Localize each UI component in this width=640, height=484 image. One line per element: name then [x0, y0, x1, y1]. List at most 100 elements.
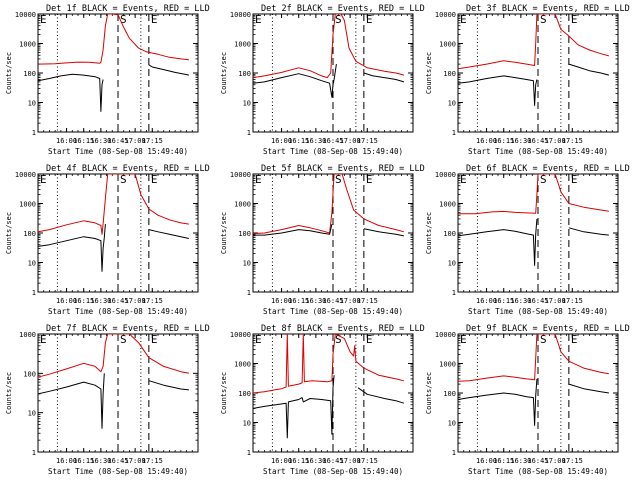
x-tick-label: 16:45 — [107, 137, 128, 145]
y-tick-label: 10 — [448, 260, 456, 268]
x-tick-label: 17:15 — [142, 137, 163, 145]
marker-label: E — [571, 173, 578, 186]
series-group — [458, 334, 609, 426]
y-axis-label: Counts/sec — [220, 52, 228, 94]
x-tick-label: 17:15 — [562, 137, 583, 145]
series-events-line — [568, 63, 610, 76]
x-tick-label: 16:15 — [493, 457, 514, 465]
marker-label: E — [40, 13, 47, 26]
series-events-line — [363, 72, 405, 83]
panel-title: Det 3f BLACK = Events, RED = LLD — [466, 4, 630, 14]
series-lld-line — [458, 174, 609, 215]
y-tick-label: 10000 — [435, 171, 456, 179]
series-lld-line — [253, 174, 405, 235]
panel-title: Det 1f BLACK = Events, RED = LLD — [46, 4, 210, 14]
x-tick-label: 16:30 — [305, 297, 326, 305]
panel-title: Det 6f BLACK = Events, RED = LLD — [466, 164, 630, 174]
marker-label: E — [571, 333, 578, 346]
marker-label: E — [151, 13, 158, 26]
x-tick-label: 17:15 — [357, 137, 378, 145]
x-tick-label: 16:30 — [510, 137, 531, 145]
series-group — [38, 174, 190, 272]
x-tick-label: 16:15 — [493, 137, 514, 145]
y-tick-label: 100 — [238, 390, 251, 398]
y-tick-label: 10 — [448, 420, 456, 428]
x-tick-label: 17:15 — [562, 457, 583, 465]
x-tick-label: 16:30 — [305, 457, 326, 465]
x-axis-label: Start Time (08-Sep-08 15:49:40) — [468, 467, 608, 476]
x-tick-label: 17:00 — [340, 457, 361, 465]
panel-title: Det 7f BLACK = Events, RED = LLD — [46, 324, 210, 334]
y-tick-label: 1 — [32, 449, 36, 457]
series-events-line — [253, 223, 333, 236]
marker-label: E — [571, 13, 578, 26]
marker-label: E — [460, 13, 467, 26]
x-tick-label: 16:30 — [90, 137, 111, 145]
y-tick-label: 100 — [238, 70, 251, 78]
series-group — [253, 174, 405, 237]
series-events-line — [458, 218, 538, 266]
y-tick-label: 1000 — [234, 361, 251, 369]
y-tick-label: 10 — [28, 410, 36, 418]
y-tick-label: 1000 — [19, 201, 36, 209]
x-tick-label: 16:30 — [510, 297, 531, 305]
y-tick-label: 1000 — [439, 201, 456, 209]
marker-label: S — [120, 13, 127, 26]
y-tick-label: 10 — [243, 420, 251, 428]
panel-det-3: Det 3f BLACK = Events, RED = LLD Counts/s… — [425, 4, 630, 156]
marker-label: E — [151, 173, 158, 186]
x-tick-label: 16:15 — [493, 297, 514, 305]
panel-det-7: Det 7f BLACK = Events, RED = LLD Counts/s… — [5, 324, 210, 476]
x-tick-label: 17:00 — [125, 137, 146, 145]
panel-title: Det 2f BLACK = Events, RED = LLD — [261, 4, 425, 14]
series-events-line — [568, 227, 609, 236]
marker-label: E — [460, 173, 467, 186]
y-tick-label: 100 — [23, 70, 36, 78]
x-tick-label: 17:00 — [125, 297, 146, 305]
series-events-line — [148, 229, 190, 239]
y-tick-label: 100 — [23, 370, 36, 378]
series-events-line — [38, 373, 105, 429]
marker-label: E — [40, 173, 47, 186]
series-group — [253, 334, 405, 439]
marker-label: E — [151, 333, 158, 346]
y-tick-label: 1 — [32, 129, 36, 137]
panel-title: Det 4f BLACK = Events, RED = LLD — [46, 164, 210, 174]
marker-label: S — [540, 333, 547, 346]
series-events-line — [38, 224, 106, 272]
panel-det-8: Det 8f BLACK = Events, RED = LLD Counts/s… — [220, 324, 425, 476]
y-tick-label: 1000 — [439, 41, 456, 49]
x-tick-label: 16:00 — [56, 137, 77, 145]
y-axis-label: Counts/sec — [425, 52, 433, 94]
panel-det-6: Det 6f BLACK = Events, RED = LLD Counts/s… — [425, 164, 630, 316]
series-group — [253, 14, 405, 98]
y-tick-label: 10000 — [230, 171, 251, 179]
x-tick-label: 16:00 — [476, 137, 497, 145]
x-tick-label: 17:15 — [562, 297, 583, 305]
x-tick-label: 16:00 — [56, 457, 77, 465]
y-tick-label: 10000 — [230, 11, 251, 19]
y-tick-label: 1000 — [19, 41, 36, 49]
x-tick-label: 16:45 — [322, 137, 343, 145]
series-lld-line — [38, 14, 189, 65]
x-tick-label: 17:15 — [142, 457, 163, 465]
x-tick-label: 16:15 — [288, 137, 309, 145]
x-tick-label: 16:45 — [527, 457, 548, 465]
panel-title: Det 9f BLACK = Events, RED = LLD — [466, 324, 630, 334]
x-axis-label: Start Time (08-Sep-08 15:49:40) — [468, 147, 608, 156]
y-axis-label: Counts/sec — [220, 372, 228, 414]
x-tick-label: 16:45 — [322, 297, 343, 305]
series-events-line — [568, 383, 609, 394]
x-axis-label: Start Time (08-Sep-08 15:49:40) — [263, 467, 403, 476]
x-tick-label: 16:45 — [322, 457, 343, 465]
x-axis-label: Start Time (08-Sep-08 15:49:40) — [263, 147, 403, 156]
x-tick-label: 17:00 — [545, 457, 566, 465]
y-tick-label: 10000 — [435, 331, 456, 339]
series-events-line — [38, 73, 104, 112]
marker-label: S — [540, 173, 547, 186]
marker-label: E — [366, 13, 373, 26]
series-events-line — [363, 228, 404, 237]
x-tick-label: 16:15 — [73, 457, 94, 465]
x-tick-label: 16:15 — [288, 457, 309, 465]
